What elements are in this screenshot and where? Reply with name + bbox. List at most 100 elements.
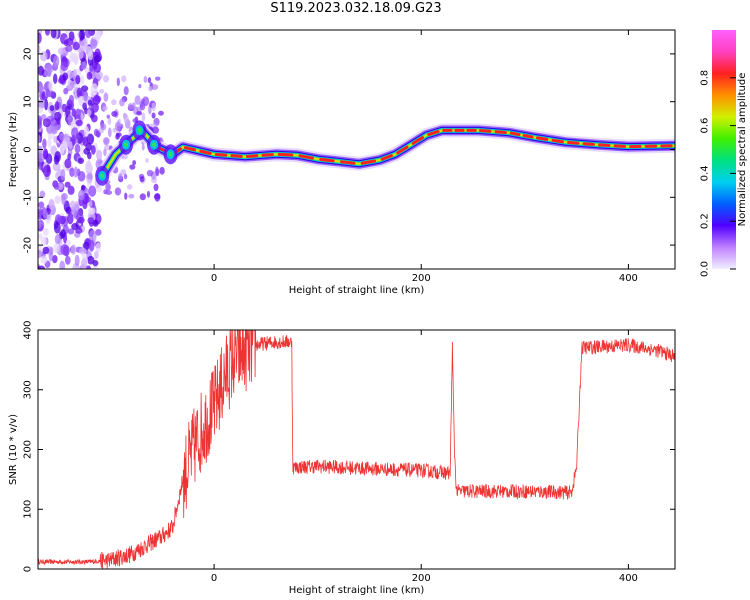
noise-blob xyxy=(90,145,96,155)
noise-blob xyxy=(159,166,165,175)
noise-blob xyxy=(42,227,49,237)
noise-blob xyxy=(59,133,65,141)
noise-blob xyxy=(42,138,47,149)
noise-blob xyxy=(94,250,99,259)
noise-blob xyxy=(134,95,141,105)
noise-blob xyxy=(146,169,154,177)
noise-blob xyxy=(71,127,79,139)
ridge-blob-peak xyxy=(124,142,129,148)
noise-blob xyxy=(98,89,105,94)
y-tick-label: 20 xyxy=(23,48,34,61)
noise-blob xyxy=(38,85,45,93)
colorbar-gradient xyxy=(712,30,736,269)
noise-blob xyxy=(148,86,153,92)
noise-blob xyxy=(64,255,71,265)
noise-blob xyxy=(107,116,112,126)
noise-blob xyxy=(141,112,146,122)
noise-blob xyxy=(129,164,136,170)
noise-blob xyxy=(103,92,109,103)
noise-blob xyxy=(90,39,98,47)
noise-blob xyxy=(38,32,42,44)
noise-blob xyxy=(111,110,118,117)
noise-blob xyxy=(79,247,87,255)
y-tick-label: 400 xyxy=(23,320,34,339)
noise-blob xyxy=(88,185,97,197)
noise-blob xyxy=(106,114,110,119)
noise-blob xyxy=(67,213,74,225)
noise-blob xyxy=(77,157,85,164)
noise-blob xyxy=(80,144,85,156)
spectrogram-image xyxy=(38,30,675,269)
noise-blob xyxy=(123,86,129,96)
noise-blob xyxy=(121,75,127,83)
noise-blob xyxy=(105,190,113,195)
colorbar-tick-label: 0.0 xyxy=(700,261,711,277)
noise-blob xyxy=(79,75,85,85)
noise-blob xyxy=(42,118,51,128)
noise-blob xyxy=(87,151,92,160)
noise-blob xyxy=(47,137,52,148)
ridge-blob-peak xyxy=(168,151,173,157)
noise-blob xyxy=(92,260,99,267)
noise-blob xyxy=(127,103,134,110)
noise-blob xyxy=(83,241,90,250)
noise-blob xyxy=(145,158,149,163)
noise-blob xyxy=(39,190,46,199)
noise-blob xyxy=(48,80,53,92)
noise-blob xyxy=(81,184,86,191)
noise-blob xyxy=(53,183,60,190)
noise-blob xyxy=(40,255,48,264)
noise-blob xyxy=(38,221,42,229)
x-tick-label: 0 xyxy=(211,273,217,284)
noise-blob xyxy=(86,109,92,117)
noise-blob xyxy=(50,30,57,39)
noise-blob xyxy=(120,169,127,176)
ridge-blob-peak xyxy=(152,142,157,148)
colorbar-label: Normalized spectral amplitude xyxy=(737,73,748,227)
noise-blob xyxy=(154,192,161,202)
noise-blob xyxy=(69,200,76,211)
y-tick-label: 200 xyxy=(23,440,34,459)
noise-blob xyxy=(103,148,107,157)
noise-blob xyxy=(81,252,87,260)
noise-blob xyxy=(52,73,58,84)
noise-blob xyxy=(95,242,102,253)
snr-x-label: Height of straight line (km) xyxy=(289,585,425,596)
colorbar-tick-label: 0.6 xyxy=(700,118,711,134)
noise-blob xyxy=(61,194,66,205)
x-tick-label: 400 xyxy=(619,573,638,584)
snr-x-axis: 0 200 400 xyxy=(211,330,638,584)
noise-blob xyxy=(74,200,80,211)
noise-blob xyxy=(143,76,148,83)
noise-blob xyxy=(76,87,83,99)
snr-y-label: SNR (10 * v/v) xyxy=(8,414,19,485)
noise-blob xyxy=(87,50,94,61)
noise-blob xyxy=(54,101,60,111)
noise-blob xyxy=(65,239,71,247)
noise-blob xyxy=(118,173,123,180)
noise-blob xyxy=(42,246,50,255)
noise-blob xyxy=(92,94,101,106)
colorbar-tick-label: 0.4 xyxy=(700,165,711,181)
spectrogram-x-axis: 0 200 400 xyxy=(211,30,638,284)
ridge-peak xyxy=(214,152,228,157)
noise-blob xyxy=(67,228,75,235)
spectrogram-y-label: Frequency (Hz) xyxy=(8,112,19,188)
noise-blob xyxy=(90,83,98,96)
ridge-blob-peak xyxy=(100,173,105,179)
noise-blob xyxy=(38,265,45,269)
noise-blob xyxy=(128,193,135,199)
noise-blob xyxy=(68,94,74,105)
noise-blob xyxy=(72,41,81,51)
ridge-peak xyxy=(582,142,595,146)
noise-blob xyxy=(123,173,128,180)
noise-blob xyxy=(40,236,47,247)
noise-blob xyxy=(92,233,97,241)
noise-blob xyxy=(87,99,93,107)
noise-blob xyxy=(75,108,81,119)
noise-blob xyxy=(107,127,112,138)
noise-blob xyxy=(86,71,93,80)
noise-blob xyxy=(75,227,83,234)
ridge-peak xyxy=(479,129,492,133)
ridge-peak xyxy=(613,144,627,148)
